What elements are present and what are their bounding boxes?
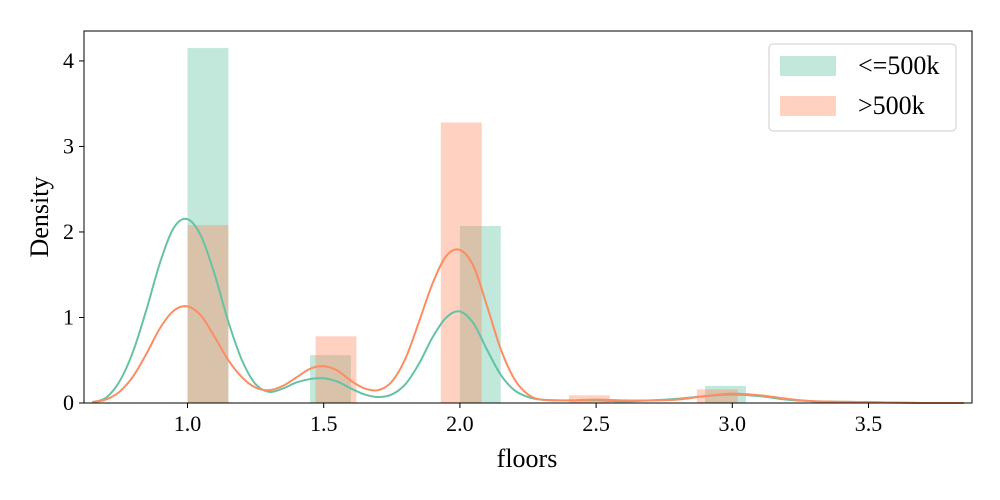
x-tick-label: 1.5 [310, 411, 338, 436]
y-axis: 0 1 2 3 4 [63, 48, 84, 415]
y-axis-label: Density [25, 177, 54, 258]
y-tick-label: 0 [63, 390, 74, 415]
x-tick-label: 3.5 [855, 411, 883, 436]
y-tick-label: 3 [63, 133, 74, 158]
legend: <=500k >500k [768, 43, 957, 132]
hist-bar-gt500k-2 [440, 122, 482, 403]
legend-swatch-gt500k [780, 96, 836, 116]
x-axis-label: floors [497, 444, 558, 473]
x-tick-label: 1.0 [174, 411, 202, 436]
legend-label-gt500k: >500k [858, 91, 925, 120]
legend-swatch-le500k [780, 56, 836, 76]
y-tick-label: 4 [63, 48, 74, 73]
x-tick-label: 2.5 [582, 411, 610, 436]
x-tick-label: 3.0 [719, 411, 747, 436]
plot-frame [83, 30, 973, 404]
y-tick-label: 1 [63, 304, 74, 329]
kde-line-gt500k [91, 248, 964, 405]
legend-frame [768, 43, 957, 132]
plot-area [91, 48, 964, 405]
y-tick-label: 2 [63, 219, 74, 244]
x-axis: 1.0 1.5 2.0 2.5 3.0 3.5 [174, 403, 882, 436]
legend-label-le500k: <=500k [858, 51, 939, 80]
x-tick-label: 2.0 [446, 411, 474, 436]
